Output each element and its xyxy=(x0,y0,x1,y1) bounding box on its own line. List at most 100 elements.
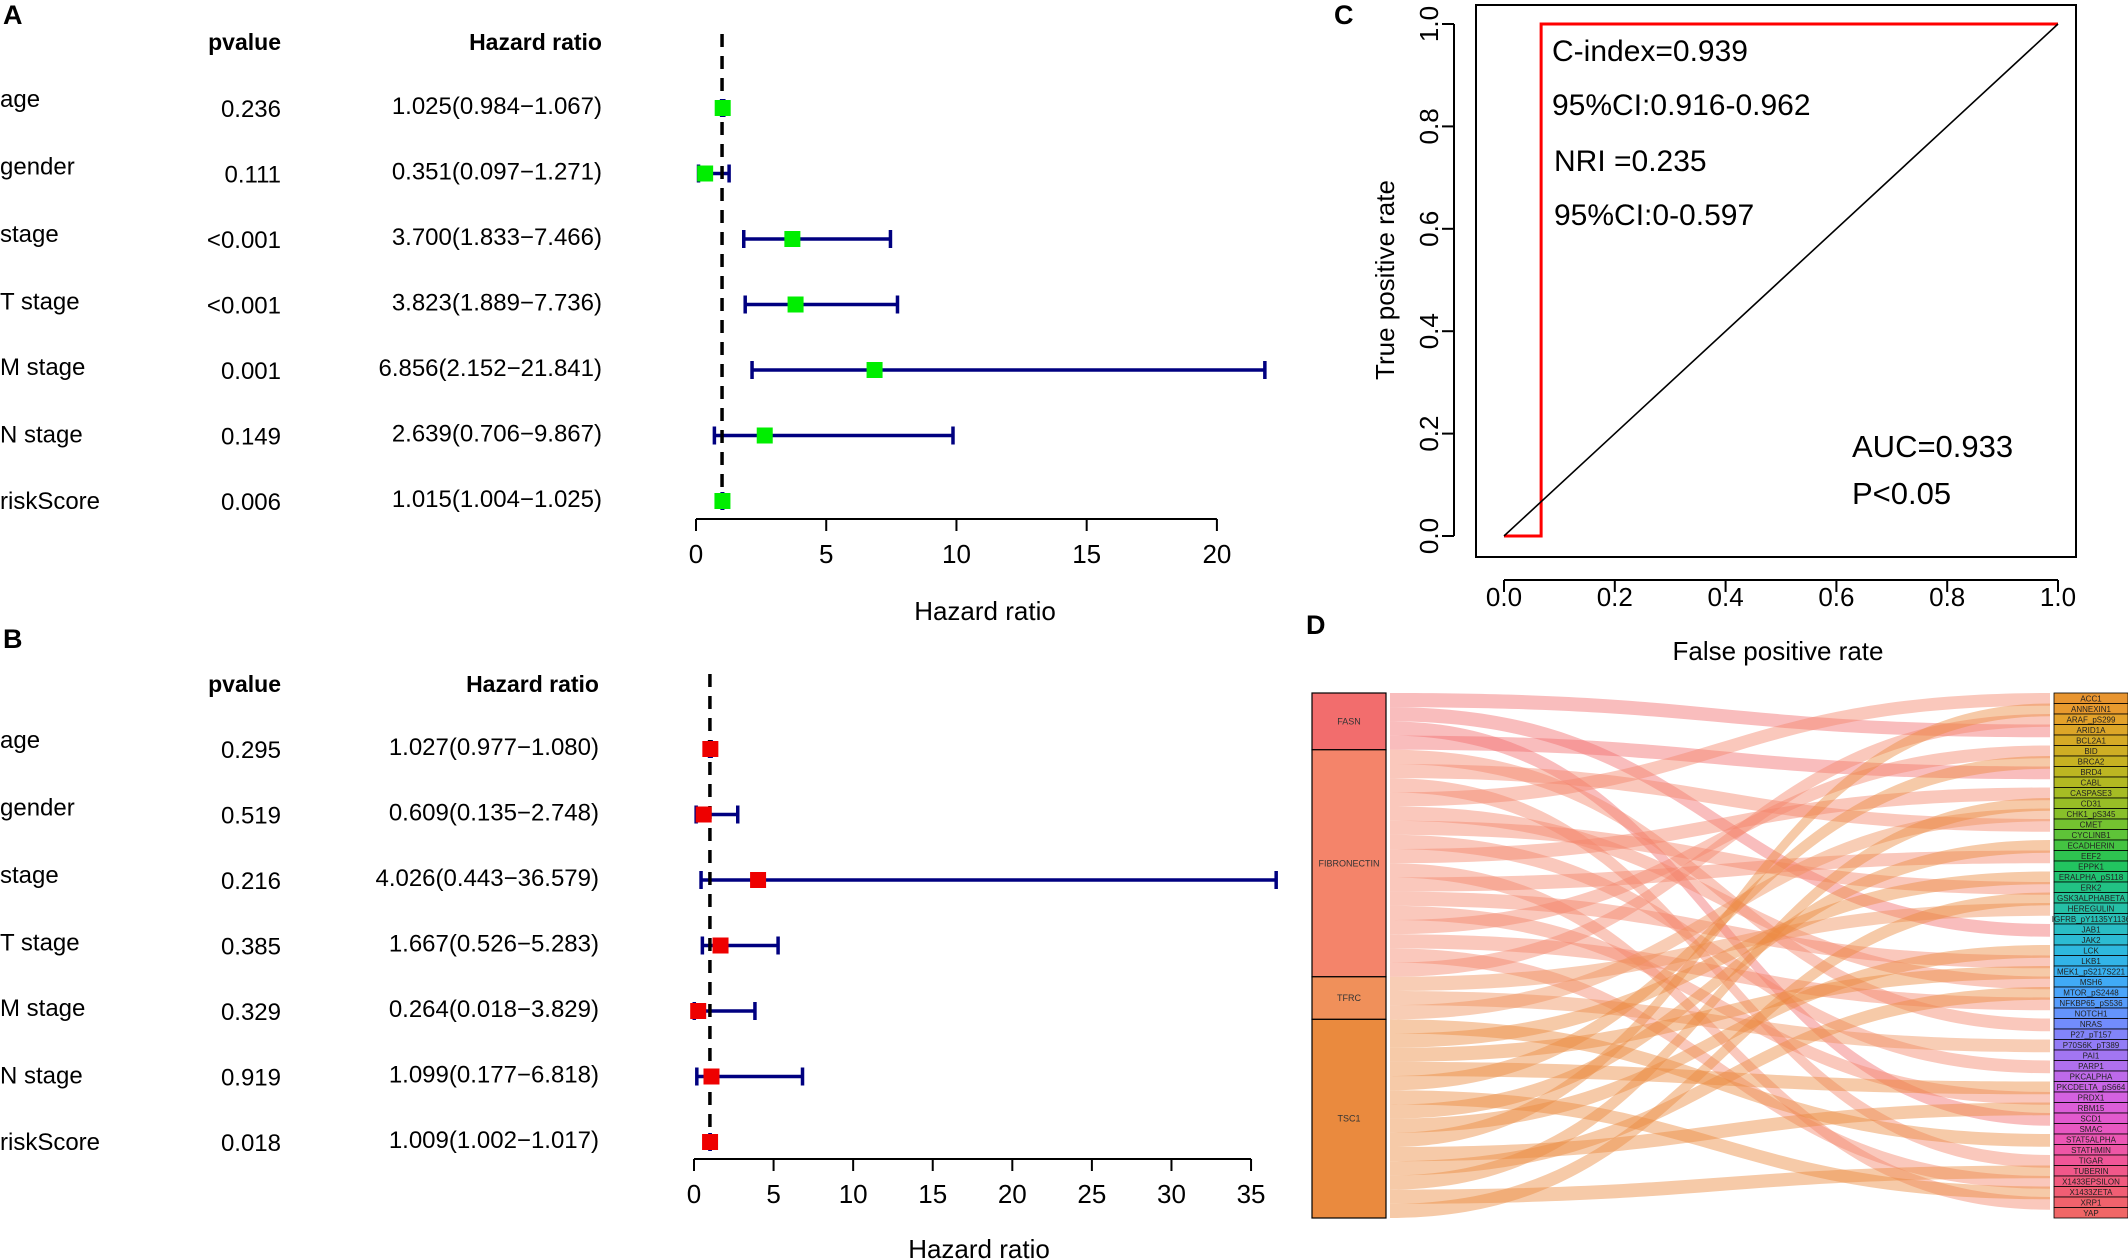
hazard-ratio-header: Hazard ratio xyxy=(469,29,602,55)
sankey-target-label: LKB1 xyxy=(2081,957,2101,966)
y-tick-label: 0.0 xyxy=(1414,518,1444,554)
sankey-flow xyxy=(1390,945,2050,1133)
sankey-target-label: ACC1 xyxy=(2080,694,2102,703)
sankey-flow xyxy=(1390,892,2050,1218)
panel-label-b: B xyxy=(3,624,23,654)
hazard-ratio-marker xyxy=(702,741,719,757)
sankey-flow xyxy=(1390,787,2050,864)
sankey-target-label: SMAC xyxy=(2079,1125,2102,1134)
forest-plot-univariate: pvalue Hazard ratio age 0.295 1.027(0.977−1.… xyxy=(0,671,1278,1260)
sankey-flow xyxy=(1390,948,2050,1189)
x-axis-title: False positive rate xyxy=(1673,636,1884,666)
sankey-target-label: BRCA2 xyxy=(2078,757,2105,766)
sankey-target-label: NOTCH1 xyxy=(2075,1009,2108,1018)
sankey-target-label: P27_pT157 xyxy=(2070,1030,2112,1039)
sankey-flow xyxy=(1390,891,2050,969)
y-axis-title: True positive rate xyxy=(1370,180,1400,380)
sankey-target-label: BCL2A1 xyxy=(2076,736,2106,745)
row-pvalue: 0.919 xyxy=(221,1065,281,1092)
row-label: gender xyxy=(0,795,75,822)
row-label: T stage xyxy=(0,289,80,316)
sankey-target-label: YAP xyxy=(2083,1209,2098,1218)
row-label: age xyxy=(0,727,40,754)
x-tick-label: 15 xyxy=(918,1179,947,1209)
x-tick-label: 0 xyxy=(689,539,703,569)
hazard-ratio-marker xyxy=(712,937,729,954)
sankey-flow xyxy=(1390,850,2050,892)
sankey-target-label: RBM15 xyxy=(2078,1104,2105,1113)
row-label: M stage xyxy=(0,354,85,381)
sankey-target-label: MTOR_pS2448 xyxy=(2063,988,2119,997)
sankey-target-label: BRD4 xyxy=(2080,768,2102,777)
sankey-target-label: EPPK1 xyxy=(2078,862,2104,871)
row-pvalue: 0.295 xyxy=(221,737,281,764)
x-tick-label: 25 xyxy=(1077,1179,1106,1209)
sankey-target-label: ANNEXIN1 xyxy=(2071,705,2112,714)
roc-annotation: AUC=0.933 xyxy=(1852,429,2013,464)
row-hazard-ratio-text: 1.015(1.004−1.025) xyxy=(392,486,602,513)
y-tick-label: 0.8 xyxy=(1414,108,1444,144)
sankey-flow xyxy=(1390,905,2050,1105)
sankey-target-label: P70S6K_pT389 xyxy=(2063,1041,2120,1050)
sankey-target-label: NFKBP65_pS536 xyxy=(2059,999,2123,1008)
x-tick-label: 5 xyxy=(819,539,833,569)
sankey-target-node xyxy=(2053,1207,2128,1219)
y-tick-label: 0.2 xyxy=(1414,416,1444,452)
sankey-flow xyxy=(1390,1090,2050,1200)
sankey-flow xyxy=(1390,756,2050,1091)
sankey-target-label: NRAS xyxy=(2080,1020,2102,1029)
sankey-target-label: PARP1 xyxy=(2078,1062,2104,1071)
sankey-target-label: CHK1_pS345 xyxy=(2067,810,2116,819)
sankey-flow xyxy=(1390,749,2050,1032)
sankey-flow xyxy=(1390,1165,2050,1204)
sankey-target-label: STAT5ALPHA xyxy=(2066,1135,2117,1144)
roc-curve-plot: 0.0 0.2 0.4 0.6 0.8 1.0 0.0 0.2 0.4 0.6 0.8 1.0 Fals… xyxy=(1370,4,2077,666)
row-pvalue: <0.001 xyxy=(207,227,281,254)
sankey-target-label: GSK3ALPHABETA xyxy=(2057,894,2126,903)
sankey-target-label: HEREGULIN xyxy=(2068,904,2115,913)
row-label: T stage xyxy=(0,930,80,957)
row-hazard-ratio-text: 1.667(0.526−5.283) xyxy=(389,931,599,958)
row-hazard-ratio-text: 6.856(2.152−21.841) xyxy=(378,355,602,382)
row-hazard-ratio-text: 1.027(0.977−1.080) xyxy=(389,734,599,761)
sankey-source-label: FASN xyxy=(1337,716,1361,726)
row-pvalue: 0.006 xyxy=(221,489,281,516)
sankey-flow xyxy=(1390,966,2050,1062)
sankey-source-label: TFRC xyxy=(1337,993,1361,1003)
row-hazard-ratio-text: 0.351(0.097−1.271) xyxy=(392,159,602,186)
x-tick-label: 10 xyxy=(942,539,971,569)
row-label: stage xyxy=(0,862,59,889)
y-tick-label: 1.0 xyxy=(1414,6,1444,42)
sankey-target-label: CMET xyxy=(2080,820,2103,829)
row-pvalue: 0.111 xyxy=(225,162,282,189)
row-pvalue: 0.519 xyxy=(221,803,281,830)
plot-frame xyxy=(1475,4,2077,558)
roc-annotation: P<0.05 xyxy=(1852,476,1951,511)
row-pvalue: 0.018 xyxy=(221,1130,281,1157)
sankey-flow xyxy=(1390,693,2050,807)
x-tick-label: 0 xyxy=(687,1179,701,1209)
panel-label-c: C xyxy=(1334,0,1354,30)
row-hazard-ratio-text: 1.025(0.984−1.067) xyxy=(392,93,602,120)
sankey-target-label: PKCDELTA_pS664 xyxy=(2057,1083,2126,1092)
sankey-target-label: ERK2 xyxy=(2081,883,2102,892)
x-tick-label: 15 xyxy=(1072,539,1101,569)
sankey-target-label: ECADHERIN xyxy=(2067,841,2114,850)
sankey-flow xyxy=(1390,834,2050,1074)
x-tick-label: 0.8 xyxy=(1929,582,1965,612)
sankey-flow xyxy=(1390,721,2050,1126)
sankey-flow xyxy=(1390,763,2050,832)
sankey-target-label: ARAF_pS299 xyxy=(2067,715,2116,724)
sankey-flow xyxy=(1390,745,2050,935)
row-pvalue: 0.149 xyxy=(221,424,281,451)
y-tick-label: 0.4 xyxy=(1414,313,1444,349)
row-hazard-ratio-text: 1.009(1.002−1.017) xyxy=(389,1127,599,1154)
pvalue-header: pvalue xyxy=(208,671,281,697)
sankey-flow xyxy=(1390,840,2050,1119)
row-hazard-ratio-text: 3.823(1.889−7.736) xyxy=(392,290,602,317)
x-tick-label: 0.2 xyxy=(1597,582,1633,612)
sankey-target-label: X1433EPSILON xyxy=(2062,1177,2120,1186)
sankey-source-node xyxy=(1311,692,1387,751)
hazard-ratio-marker xyxy=(787,296,804,313)
